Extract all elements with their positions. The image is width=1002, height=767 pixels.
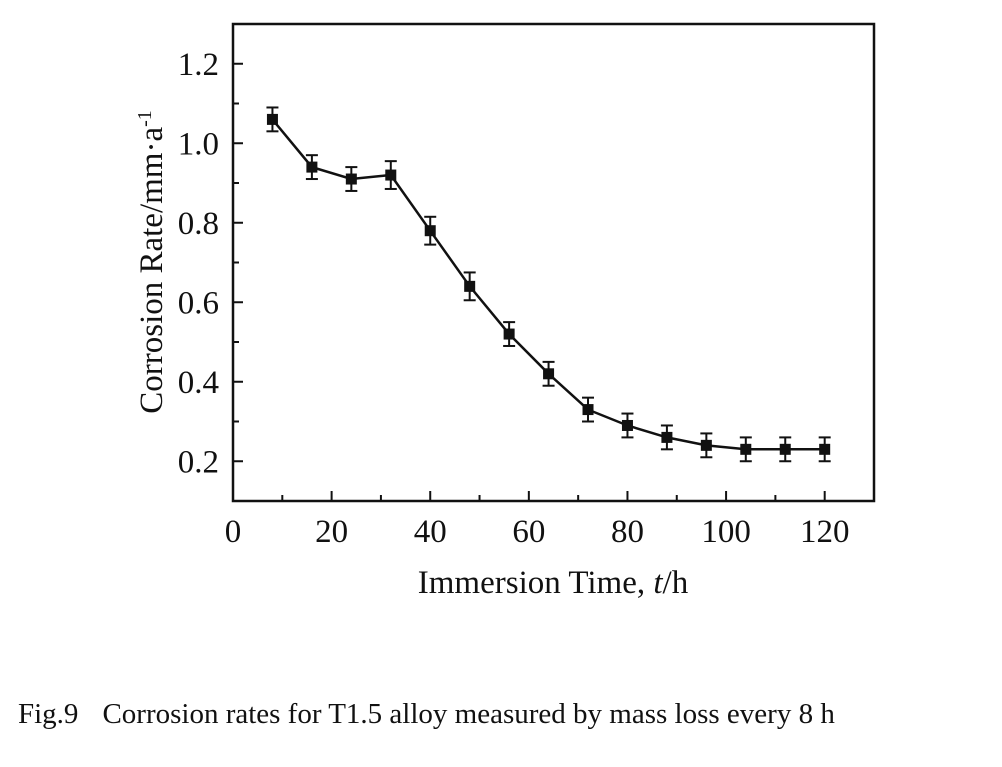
series-line [271,118,825,451]
x-tick-label: 40 [414,514,447,550]
square-marker [661,431,673,443]
data-series [266,106,831,463]
data-point [345,166,358,192]
y-tick-label: 0.8 [178,206,219,242]
data-point [818,436,831,463]
square-marker [266,113,278,125]
square-marker [385,169,397,181]
square-marker [424,225,436,237]
data-point [384,160,397,190]
square-marker [503,328,515,340]
figure-number: Fig.9 [18,698,79,730]
x-tick-label: 80 [611,514,644,550]
x-axis-ticks: 0 20 40 60 80 100 120 [225,491,850,550]
data-point [621,412,634,439]
square-marker [819,443,831,455]
square-marker [582,404,594,416]
x-tick-label: 120 [800,514,850,550]
x-tick-label: 20 [315,514,348,550]
data-point [266,106,279,133]
data-point [542,360,555,387]
data-point [779,436,792,463]
y-tick-label: 0.2 [178,444,219,480]
y-tick-label: 0.4 [178,365,219,401]
plot-frame [231,22,876,503]
square-marker [543,368,555,380]
y-tick-label: 1.0 [178,126,219,162]
data-point [463,271,476,302]
data-point [660,424,673,451]
square-marker [345,173,357,185]
corrosion-rate-chart: 0 20 40 60 80 100 120 0.2 0.4 0.6 0.8 1.0 1.2 Immer… [134,22,876,601]
y-tick-label: 1.2 [178,47,219,83]
y-axis-ticks: 0.2 0.4 0.6 0.8 1.0 1.2 [178,23,243,502]
figure-caption: Fig.9 Corrosion rates for T1.5 alloy meas… [8,698,998,731]
data-point [739,436,752,463]
data-point [700,432,713,459]
square-marker [621,419,633,431]
data-point [582,396,595,423]
data-point [305,154,318,181]
x-axis-label: Immersion Time, t/h [418,565,689,601]
square-marker [464,280,476,292]
x-tick-label: 60 [512,514,545,550]
data-point [503,321,516,347]
square-marker [700,439,712,451]
square-marker [779,443,791,455]
y-tick-label: 0.6 [178,285,219,321]
x-tick-label: 0 [225,514,242,550]
x-tick-label: 100 [701,514,751,550]
square-marker [740,443,752,455]
y-axis-label: Corrosion Rate/mm·a-1 [134,110,170,414]
data-point [424,215,437,246]
square-marker [306,161,318,173]
caption-text: Corrosion rates for T1.5 alloy measured … [102,698,835,730]
